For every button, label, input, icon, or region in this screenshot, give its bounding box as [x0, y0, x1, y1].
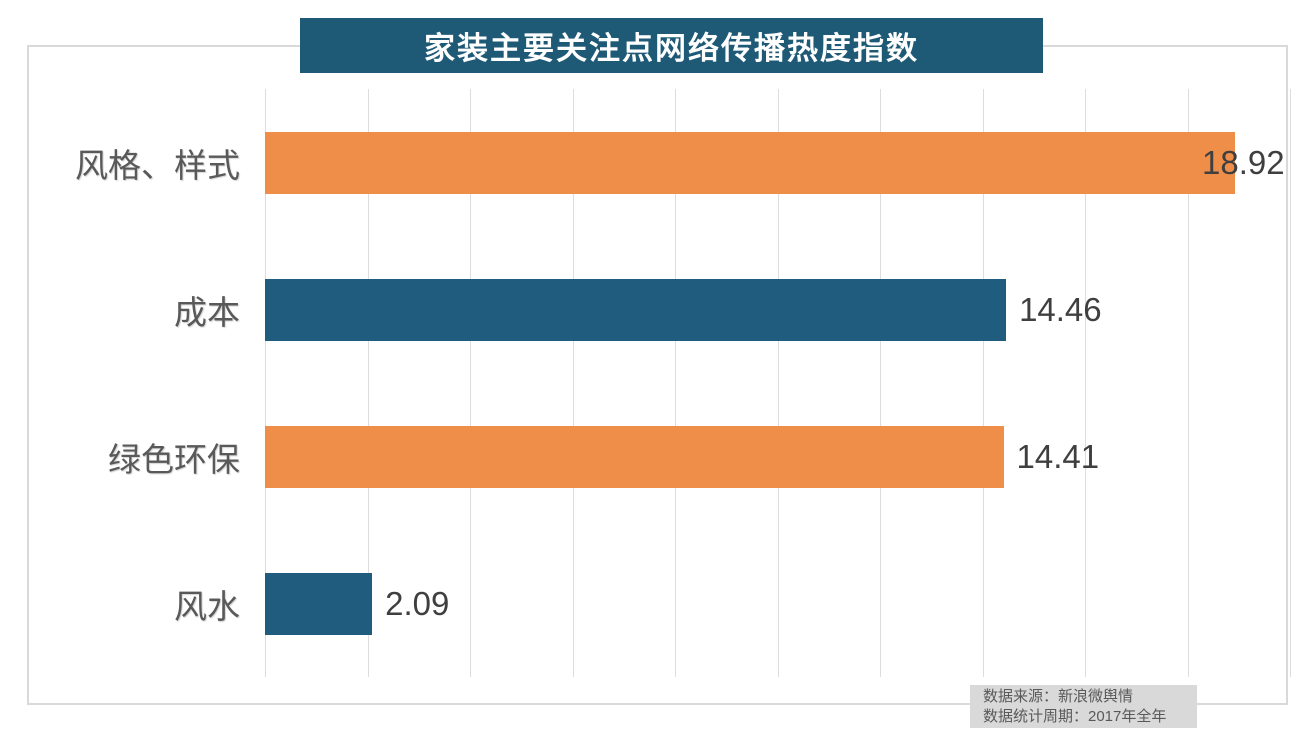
source-line: 数据来源：新浪微舆情	[983, 688, 1134, 705]
bar	[265, 131, 1235, 194]
gridline	[367, 89, 369, 677]
chart-title: 家装主要关注点网络传播热度指数	[424, 31, 919, 66]
gridline	[1290, 89, 1291, 677]
chart-title-banner: 家装主要关注点网络传播热度指数	[300, 18, 1043, 73]
bar	[265, 278, 1007, 341]
source-note-box: 数据来源：新浪微舆情 数据统计周期：2017年全年	[970, 685, 1197, 728]
category-label: 风水	[174, 587, 240, 625]
category-label: 成本	[174, 293, 240, 331]
gridline	[572, 89, 574, 677]
gridline	[675, 89, 676, 677]
bar	[265, 425, 1004, 488]
gridline	[982, 89, 984, 677]
value-label: 18.92	[1202, 143, 1285, 181]
category-label: 风格、样式	[75, 146, 240, 184]
gridline	[470, 89, 471, 677]
gridline	[1187, 89, 1189, 677]
category-label: 绿色环保	[108, 440, 240, 478]
bar	[265, 572, 373, 635]
period-line: 数据统计周期：2017年全年	[983, 708, 1167, 725]
gridline	[777, 89, 779, 677]
value-label: 2.09	[385, 584, 450, 622]
gridline	[265, 89, 266, 677]
gridline	[880, 89, 881, 677]
value-label: 14.41	[1016, 437, 1100, 475]
gridline	[1085, 89, 1086, 677]
value-label: 14.46	[1019, 290, 1102, 328]
